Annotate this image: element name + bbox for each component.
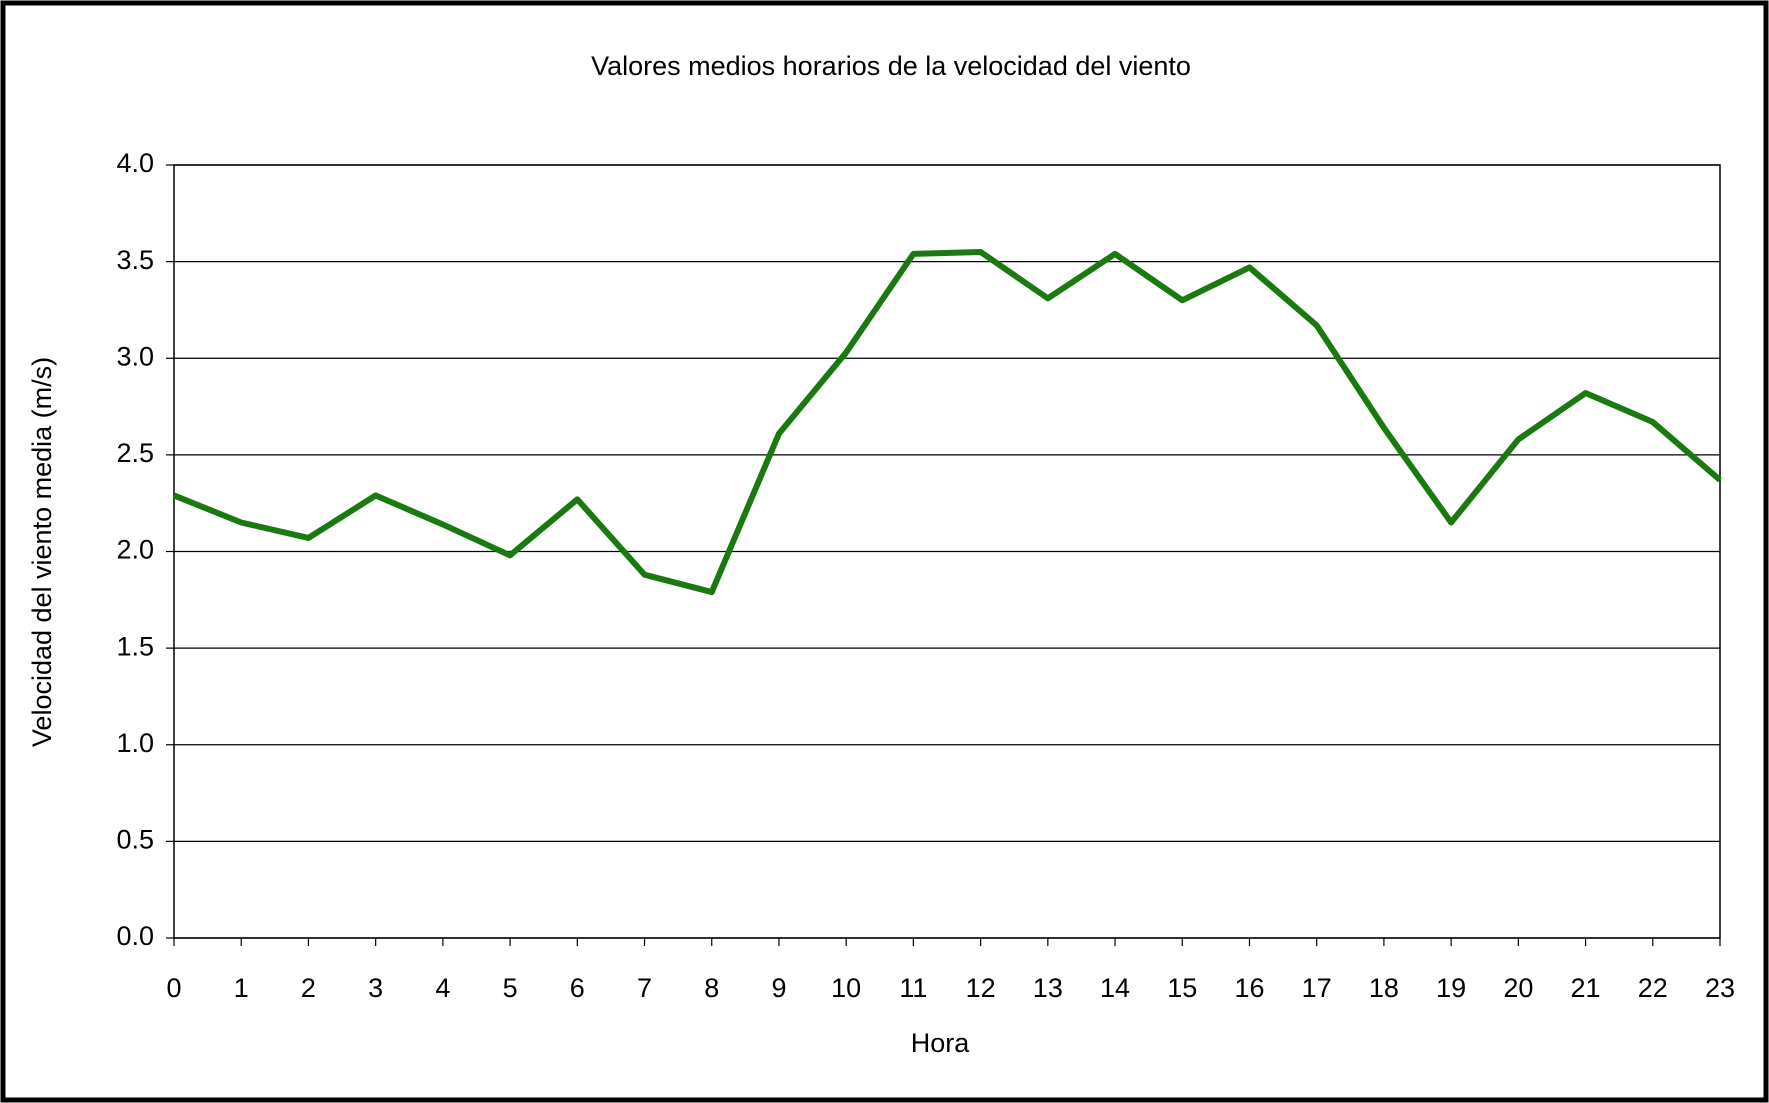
- x-tick-label: 18: [1369, 973, 1399, 1003]
- y-tick-label: 0.0: [116, 921, 154, 951]
- y-axis-label: Velocidad del viento media (m/s): [27, 357, 57, 747]
- y-tick-label: 0.5: [116, 825, 154, 855]
- x-tick-label: 7: [637, 973, 652, 1003]
- x-tick-label: 10: [831, 973, 861, 1003]
- x-tick-label: 2: [301, 973, 316, 1003]
- x-tick-label: 6: [570, 973, 585, 1003]
- x-tick-label: 11: [899, 973, 927, 1003]
- x-tick-label: 13: [1033, 973, 1063, 1003]
- chart-title: Valores medios horarios de la velocidad …: [591, 51, 1191, 81]
- x-tick-label: 21: [1571, 973, 1601, 1003]
- x-tick-label: 15: [1167, 973, 1197, 1003]
- x-tick-label: 8: [704, 973, 719, 1003]
- x-tick-label: 14: [1100, 973, 1130, 1003]
- y-tick-label: 3.0: [116, 341, 154, 371]
- y-tick-label: 3.5: [116, 245, 154, 275]
- x-tick-label: 1: [234, 973, 249, 1003]
- x-tick-label: 22: [1638, 973, 1668, 1003]
- x-tick-label: 3: [368, 973, 383, 1003]
- y-tick-label: 2.0: [116, 535, 154, 565]
- x-tick-label: 12: [966, 973, 996, 1003]
- x-tick-label: 20: [1503, 973, 1533, 1003]
- y-tick-label: 1.5: [116, 631, 154, 661]
- x-tick-label: 4: [435, 973, 450, 1003]
- x-axis-label: Hora: [911, 1028, 971, 1058]
- x-tick-label: 23: [1705, 973, 1735, 1003]
- x-tick-label: 17: [1302, 973, 1332, 1003]
- x-tick-label: 9: [771, 973, 786, 1003]
- plot-frame: [173, 164, 1721, 939]
- x-tick-label: 5: [503, 973, 518, 1003]
- y-tick-label: 1.0: [116, 728, 154, 758]
- line: [172, 248, 1722, 596]
- y-tick-label: 2.5: [116, 438, 154, 468]
- y-tick-label: 4.0: [116, 148, 154, 178]
- x-tick-label: 0: [166, 973, 181, 1003]
- x-tick-label: 19: [1436, 973, 1466, 1003]
- x-tick-label: 16: [1234, 973, 1264, 1003]
